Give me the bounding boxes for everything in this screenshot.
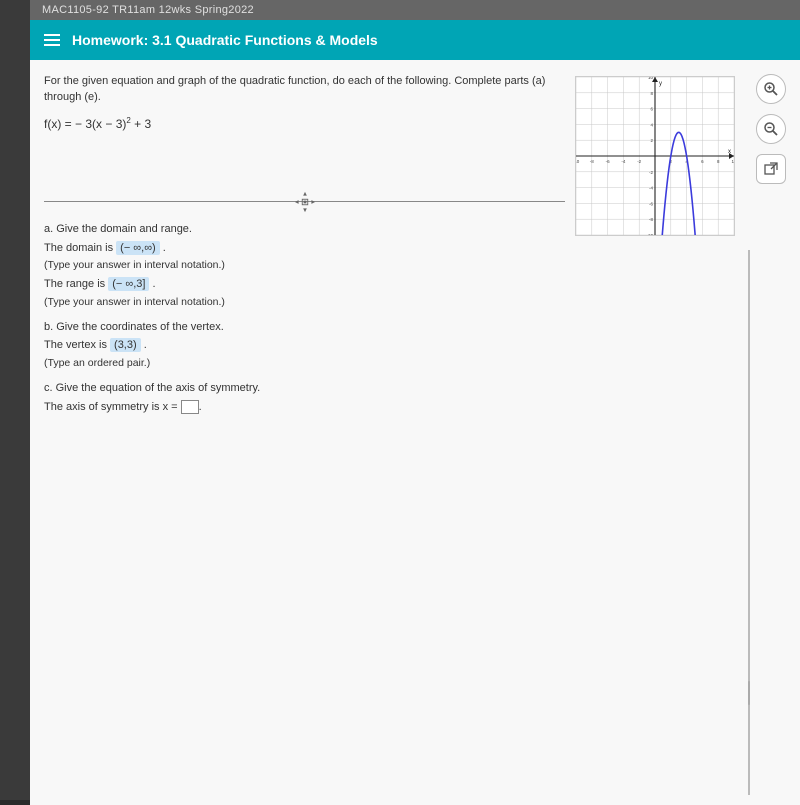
horizontal-splitter[interactable] — [44, 201, 565, 202]
splitter-grip-icon[interactable] — [748, 681, 750, 705]
zoom-in-icon[interactable] — [756, 74, 786, 104]
svg-text:x: x — [728, 149, 731, 155]
svg-text:10: 10 — [648, 77, 654, 80]
homework-title: Homework: 3.1 Quadratic Functions & Mode… — [72, 32, 378, 48]
drag-handle-icon[interactable] — [294, 191, 316, 213]
hw-name: 3.1 Quadratic Functions & Models — [152, 32, 378, 48]
problem-prompt: For the given equation and graph of the … — [44, 74, 565, 106]
graph-svg: -10-8-6-4-2246810108642-2-4-6-8-10yx — [576, 77, 734, 235]
question-panel: For the given equation and graph of the … — [44, 74, 565, 791]
svg-text:-8: -8 — [649, 217, 653, 222]
hamburger-icon[interactable] — [44, 34, 60, 46]
svg-text:y: y — [659, 81, 662, 87]
zoom-out-icon[interactable] — [756, 114, 786, 144]
axis-input[interactable] — [181, 400, 199, 414]
vertical-splitter[interactable] — [748, 250, 750, 795]
domain-hint: (Type your answer in interval notation.) — [44, 257, 565, 275]
part-c-label: c. Give the equation of the axis of symm… — [44, 379, 565, 398]
problem-formula: f(x) = − 3(x − 3)2 + 3 — [44, 116, 565, 131]
tool-column — [756, 74, 786, 184]
vertex-hint: (Type an ordered pair.) — [44, 355, 565, 373]
splitter-track — [748, 250, 750, 795]
domain-answer[interactable]: (− ∞,∞) — [116, 241, 160, 255]
graph[interactable]: -10-8-6-4-2246810108642-2-4-6-8-10yx — [575, 76, 735, 236]
svg-text:-6: -6 — [606, 159, 610, 164]
svg-text:-4: -4 — [649, 186, 653, 191]
part-a-label: a. Give the domain and range. — [44, 220, 565, 239]
svg-text:-8: -8 — [590, 159, 594, 164]
answer-section: a. Give the domain and range. The domain… — [44, 220, 565, 416]
range-answer[interactable]: (− ∞,3] — [108, 277, 149, 291]
homework-header: Homework: 3.1 Quadratic Functions & Mode… — [30, 20, 800, 60]
svg-text:-10: -10 — [646, 233, 653, 235]
vertex-answer[interactable]: (3,3) — [110, 338, 141, 352]
graph-panel: -10-8-6-4-2246810108642-2-4-6-8-10yx — [575, 74, 740, 791]
open-external-icon[interactable] — [756, 154, 786, 184]
svg-text:10: 10 — [731, 159, 734, 164]
vertex-line: The vertex is (3,3) . — [44, 336, 565, 355]
content-area: For the given equation and graph of the … — [30, 60, 800, 805]
course-title: MAC1105-92 TR11am 12wks Spring2022 — [30, 0, 800, 20]
hw-prefix: Homework: — [72, 32, 148, 48]
svg-text:-2: -2 — [637, 159, 641, 164]
svg-text:-2: -2 — [649, 170, 653, 175]
svg-text:-4: -4 — [621, 159, 625, 164]
range-line: The range is (− ∞,3] . — [44, 275, 565, 294]
svg-text:-6: -6 — [649, 201, 653, 206]
axis-line: The axis of symmetry is x = . — [44, 398, 565, 417]
part-b-label: b. Give the coordinates of the vertex. — [44, 318, 565, 337]
domain-line: The domain is (− ∞,∞) . — [44, 239, 565, 258]
svg-text:-10: -10 — [576, 159, 580, 164]
range-hint: (Type your answer in interval notation.) — [44, 294, 565, 312]
